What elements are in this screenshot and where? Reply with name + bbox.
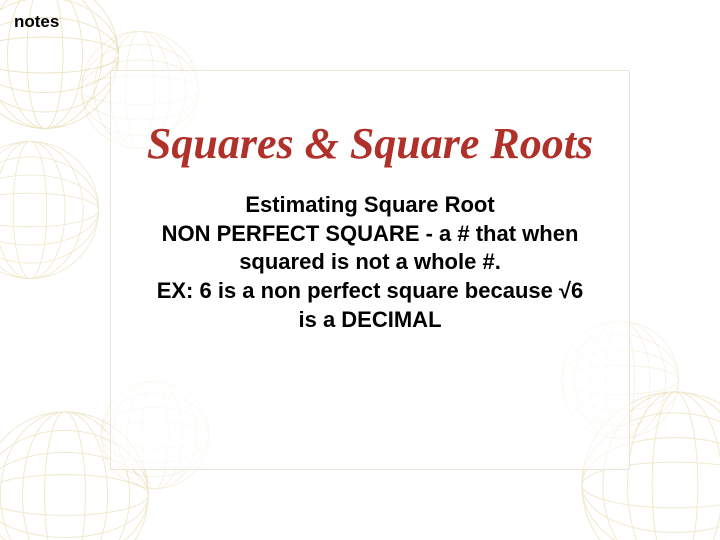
header-label: notes [14, 12, 59, 32]
decorative-sphere [0, 140, 100, 280]
slide: notes Squares & Square Roots Estimating … [0, 0, 720, 540]
body-line-2: NON PERFECT SQUARE - a # that when squar… [151, 220, 589, 277]
body-line-3: EX: 6 is a non perfect square because √6… [151, 277, 589, 334]
body-line-1: Estimating Square Root [151, 191, 589, 220]
slide-body: Estimating Square Root NON PERFECT SQUAR… [111, 191, 629, 334]
slide-title: Squares & Square Roots [111, 121, 629, 191]
content-panel: Squares & Square Roots Estimating Square… [110, 70, 630, 470]
